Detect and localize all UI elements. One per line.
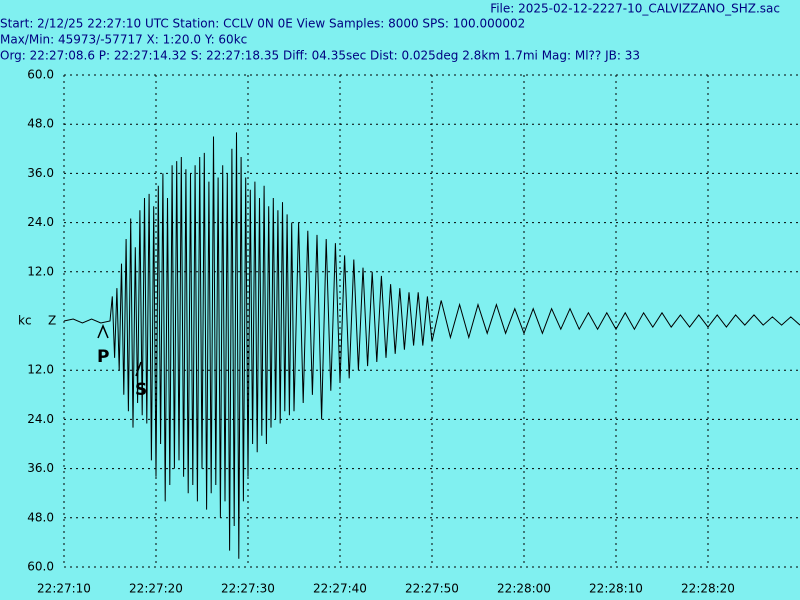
header-line: Org: 22:27:08.6 P: 22:27:14.32 S: 22:27:… (0, 49, 640, 63)
y-tick-label: 36.0 (27, 461, 54, 475)
y-tick-label: 48.0 (27, 510, 54, 524)
x-tick-label: 22:28:10 (589, 582, 643, 596)
y-tick-label: 60.0 (27, 560, 54, 574)
header-line: Start: 2/12/25 22:27:10 UTC Station: CCL… (0, 17, 525, 31)
x-tick-label: 22:27:20 (129, 582, 183, 596)
y-tick-label: 12.0 (27, 363, 54, 377)
y-tick-label: 24.0 (27, 412, 54, 426)
x-tick-label: 22:27:30 (221, 582, 275, 596)
y-axis-label: kc (18, 314, 32, 328)
y-tick-label: 48.0 (27, 117, 54, 131)
annotation: P (97, 347, 109, 367)
x-tick-label: 22:28:00 (497, 582, 551, 596)
p-marker (97, 324, 109, 339)
waveform (63, 132, 800, 559)
x-tick-label: 22:27:50 (405, 582, 459, 596)
header-line: Max/Min: 45973/-57717 X: 1:20.0 Y: 60kc (0, 33, 247, 47)
x-tick-label: 22:27:10 (37, 582, 91, 596)
y-tick-label: 24.0 (27, 215, 54, 229)
x-tick-label: 22:27:40 (313, 582, 367, 596)
y-tick-label: 60.0 (27, 68, 54, 82)
file-name: File: 2025-02-12-2227-10_CALVIZZANO_SHZ.… (490, 2, 780, 16)
channel-label: Z (48, 314, 56, 328)
y-tick-label: 36.0 (27, 166, 54, 180)
y-tick-label: 12.0 (27, 264, 54, 278)
x-tick-label: 22:28:20 (681, 582, 735, 596)
